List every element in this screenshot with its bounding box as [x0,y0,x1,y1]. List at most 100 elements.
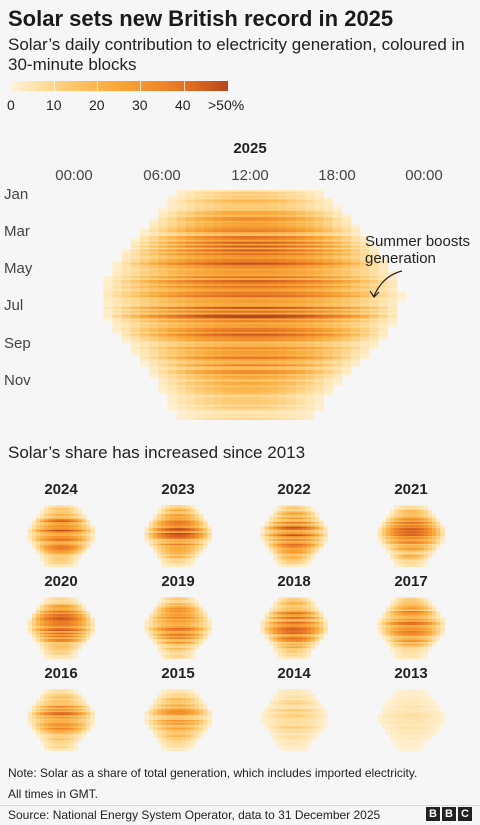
heat-cell [167,398,178,402]
heat-cell [231,301,242,304]
heat-cell [286,366,297,369]
heat-cell [167,270,178,273]
heat-cell [289,523,295,526]
heat-cell [341,308,352,312]
heat-cell [286,255,297,258]
heat-cell [250,278,260,281]
heat-cell [440,531,445,534]
heat-cell [369,335,379,338]
heat-cell [386,543,391,546]
heat-cell [398,532,404,535]
heat-cell [332,289,343,292]
heat-cell [250,270,260,273]
heat-cell [341,349,352,352]
heat-cell [387,283,398,287]
heat-cell [436,542,441,545]
heat-cell [286,352,297,356]
heat-cell [250,239,260,243]
heat-cell [65,511,70,514]
heat-cell [77,509,83,512]
heat-cell [103,285,113,289]
heat-cell [213,282,223,285]
heat-cell [77,543,83,546]
heat-cell [369,274,379,277]
heat-cell [295,230,306,233]
heat-cell [286,406,297,409]
heat-cell [231,266,242,269]
heat-cell [310,557,316,560]
heat-cell [390,520,395,523]
heat-cell [423,543,429,546]
heat-cell [144,526,150,529]
heat-cell [398,536,404,538]
heat-cell [289,531,295,534]
heat-cell [149,224,159,227]
heat-cell [176,377,187,381]
heat-cell [305,199,315,202]
heat-cell [314,379,324,382]
heat-cell [73,565,79,567]
heat-cell [178,534,183,537]
heat-cell [198,520,204,523]
heat-cell [140,283,150,287]
heat-cell [195,418,205,420]
heat-cell [158,364,168,367]
heat-cell [52,554,58,557]
heat-cell [415,543,420,546]
heat-cell [222,312,233,315]
heat-cell [231,287,242,290]
heat-cell [195,322,205,325]
heat-cell [231,234,242,237]
heat-cell [264,522,270,524]
heat-cell [277,329,288,333]
heat-cell [323,253,333,256]
heat-cell [390,517,395,520]
heat-cell [259,374,269,377]
heat-cell [240,397,251,400]
heat-cell [286,381,297,384]
heat-cell [394,532,399,535]
heat-cell [213,318,223,321]
heat-cell [69,531,74,534]
heat-cell [250,228,260,231]
heat-cell [289,554,295,557]
heat-cell [40,531,45,534]
heat-cell [277,190,288,193]
heat-cell [273,508,278,510]
heat-cell [305,195,315,198]
heat-cell [341,213,352,216]
heat-cell [195,395,205,398]
heat-cell [112,293,123,296]
heat-cell [305,239,315,243]
heat-cell [423,506,429,509]
heat-cell [406,560,412,563]
heat-cell [268,404,278,407]
heat-cell [182,505,187,507]
heat-cell [250,291,260,294]
heat-cell [157,522,162,524]
heat-cell [186,546,191,549]
heat-cell [387,299,398,302]
heat-cell [277,554,282,557]
heat-cell [240,268,251,271]
heat-cell [48,514,54,517]
heat-cell [182,540,187,543]
heat-cell [268,337,278,340]
heat-cell [295,205,306,208]
heat-cell [411,522,416,524]
heat-cell [277,539,282,541]
heat-cell [165,563,171,566]
heat-cell [289,536,295,538]
heat-cell [36,540,41,543]
heat-cell [48,539,54,541]
heat-cell [158,209,168,212]
heat-cell [178,549,183,552]
heat-cell [406,509,412,512]
heat-cell [140,266,150,269]
heat-cell [157,545,162,548]
heat-cell [377,536,383,538]
heat-cell [240,274,251,277]
heat-cell [190,551,196,554]
heat-cell [411,556,416,558]
heat-cell [305,339,315,342]
